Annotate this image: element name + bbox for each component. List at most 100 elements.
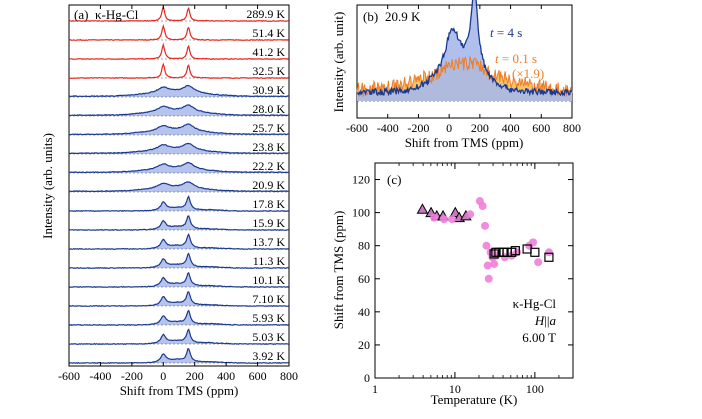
trace-temperature-label-13: 11.3 K xyxy=(253,254,286,268)
trace-area-4 xyxy=(69,85,289,97)
circle-point-8 xyxy=(483,261,492,270)
c-ytick-label-4: 80 xyxy=(358,239,370,253)
square-point-10 xyxy=(544,252,554,262)
trace-temperature-label-1: 51.4 K xyxy=(252,26,285,40)
a-xtick-label-1: -400 xyxy=(89,369,111,383)
trace-area-7 xyxy=(69,143,289,154)
trace-temperature-label-3: 32.5 K xyxy=(252,64,285,78)
annotation-field: 6.00 T xyxy=(522,330,556,345)
panel-a-xlabel: Shift from TMS (ppm) xyxy=(120,383,239,398)
panel-c: 1 10 100 0 20 40 60 80 100 120 (c) κ-Hg-Cl H||a 6… xyxy=(331,162,574,407)
b-xtick-label-2: -200 xyxy=(407,121,429,135)
annotation-parallel: || xyxy=(544,313,549,328)
trace-area-18 xyxy=(69,348,289,364)
trace-area-12 xyxy=(69,234,289,250)
panel-c-ylabel: Shift from TMS (ppm) xyxy=(331,211,346,330)
trace-line-0 xyxy=(68,4,289,22)
panel-b-label: (b) xyxy=(363,9,378,24)
legend-orange: t = 0.1 s xyxy=(495,51,537,66)
blue-series-line xyxy=(356,0,573,97)
trace-temperature-label-14: 10.1 K xyxy=(252,273,285,287)
circle-point-0 xyxy=(430,213,439,222)
trace-temperature-label-15: 7.10 K xyxy=(252,292,285,306)
panel-a-label: (a) xyxy=(74,7,88,22)
trace-line-17 xyxy=(68,328,289,346)
trace-line-5 xyxy=(68,104,289,117)
a-xtick-label-0: -600 xyxy=(58,369,80,383)
trace-temperature-label-9: 20.9 K xyxy=(252,178,285,192)
annotation-H: H xyxy=(534,313,545,328)
panel-a-ylabel: Intensity (arb. units) xyxy=(40,133,55,239)
trace-area-6 xyxy=(69,124,289,135)
legend-orange-scale: (×1.9) xyxy=(512,66,544,81)
trace-line-1 xyxy=(68,24,289,42)
orange-series-line xyxy=(356,55,573,98)
trace-line-4 xyxy=(68,84,289,98)
circle-point-12 xyxy=(490,259,499,268)
c-ytick-label-3: 60 xyxy=(358,272,370,286)
trace-line-11 xyxy=(68,215,289,232)
trace-temperature-label-17: 5.03 K xyxy=(252,330,285,344)
annotation-field-direction: H||a xyxy=(534,313,557,328)
trace-temperature-label-5: 28.0 K xyxy=(252,102,285,116)
c-ytick-label-5: 100 xyxy=(352,206,370,220)
trace-line-14 xyxy=(68,272,289,288)
c-ytick-label-2: 40 xyxy=(358,305,370,319)
panel-c-frame xyxy=(374,162,574,379)
circle-point-3 xyxy=(466,210,475,219)
panel-a-frame xyxy=(68,4,290,367)
a-xtick-label-2: -200 xyxy=(121,369,143,383)
c-xtick-label-2: 100 xyxy=(526,382,544,396)
c-ytick-label-0: 0 xyxy=(364,371,370,385)
a-xtick-label-5: 400 xyxy=(217,369,235,383)
a-xtick-label-6: 600 xyxy=(249,369,267,383)
square-point-0 xyxy=(489,249,499,259)
circle-point-18 xyxy=(529,238,538,247)
trace-area-9 xyxy=(69,182,289,192)
panel-b-title: 20.9 K xyxy=(385,9,421,24)
a-xtick-label-7: 800 xyxy=(280,369,298,383)
circle-point-7 xyxy=(482,241,491,250)
legend-blue: t = 4 s xyxy=(490,25,522,40)
trace-temperature-label-18: 3.92 K xyxy=(252,349,285,363)
trace-line-12 xyxy=(69,233,289,250)
trace-temperature-label-4: 30.9 K xyxy=(252,83,285,97)
trace-area-16 xyxy=(69,310,289,326)
trace-line-7 xyxy=(68,142,289,155)
annotation-sample: κ-Hg-Cl xyxy=(513,296,557,311)
legend-blue-var: t xyxy=(490,25,494,40)
legend-orange-var: t xyxy=(495,51,499,66)
circle-point-19 xyxy=(534,258,543,267)
circle-point-5 xyxy=(478,202,487,210)
panel-a: 289.9 K 51.4 K 41.2 K 32.5 K 30.9 K 28.0 K 25.… xyxy=(40,4,298,398)
trace-area-8 xyxy=(69,162,289,173)
trace-temperature-label-8: 22.2 K xyxy=(252,159,285,173)
panel-b-ylabel: Intensity (arb. unit) xyxy=(331,12,346,113)
circle-point-6 xyxy=(481,221,490,230)
trace-line-9 xyxy=(68,181,289,193)
panel-b-xlabel: Shift from TMS (ppm) xyxy=(405,135,524,150)
square-point-7 xyxy=(510,246,520,256)
panel-b-frame xyxy=(356,4,573,119)
trace-temperature-label-0: 289.9 K xyxy=(246,7,285,21)
trace-area-10 xyxy=(69,196,289,212)
trace-temperature-label-7: 23.8 K xyxy=(252,140,285,154)
trace-line-18 xyxy=(68,348,289,365)
trace-line-3 xyxy=(68,62,289,80)
c-xtick-label-1: 10 xyxy=(449,382,461,396)
trace-temperature-label-2: 41.2 K xyxy=(252,45,285,59)
a-xtick-label-4: 200 xyxy=(186,369,204,383)
trace-temperature-label-11: 15.9 K xyxy=(252,216,285,230)
c-ytick-label-1: 20 xyxy=(358,338,370,352)
c-ytick-label-6: 120 xyxy=(352,173,370,187)
trace-temperature-label-16: 5.93 K xyxy=(252,311,285,325)
panel-c-label: (c) xyxy=(387,172,401,187)
panel-c-xlabel: Temperature (K) xyxy=(431,392,518,407)
trace-area-5 xyxy=(69,105,289,116)
blue-area xyxy=(357,0,572,101)
b-xtick-label-6: 600 xyxy=(532,121,550,135)
trace-line-6 xyxy=(68,123,289,136)
trace-line-2 xyxy=(68,42,289,60)
legend-orange-val: = 0.1 s xyxy=(499,51,537,66)
